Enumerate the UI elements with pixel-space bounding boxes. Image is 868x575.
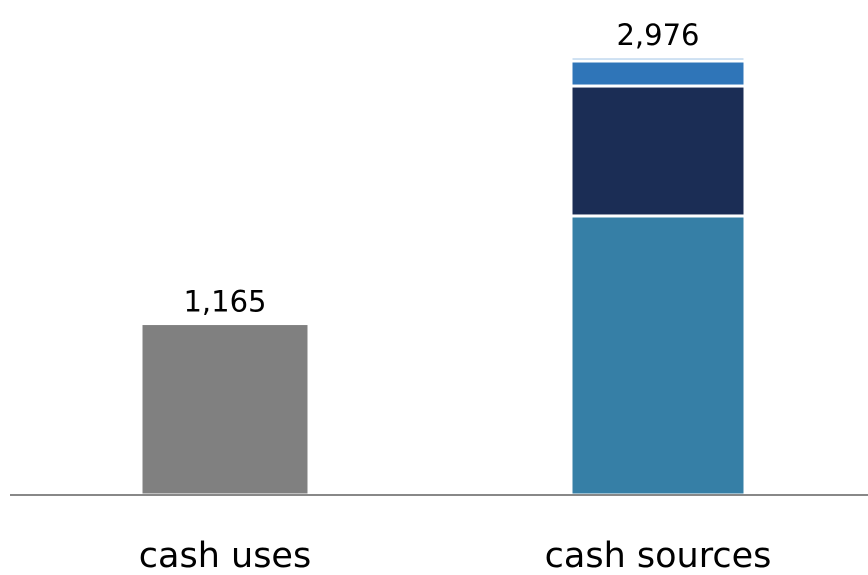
x-tick-label: cash uses [139,536,311,575]
bar-segment [569,84,747,218]
total-label: 2,976 [616,18,699,52]
bar-segment [569,59,747,88]
x-tick-label: cash sources [545,536,772,575]
bar-segment [569,214,747,497]
bar-segment [569,55,747,63]
bar-segment [139,322,311,497]
total-label: 1,165 [183,285,266,319]
